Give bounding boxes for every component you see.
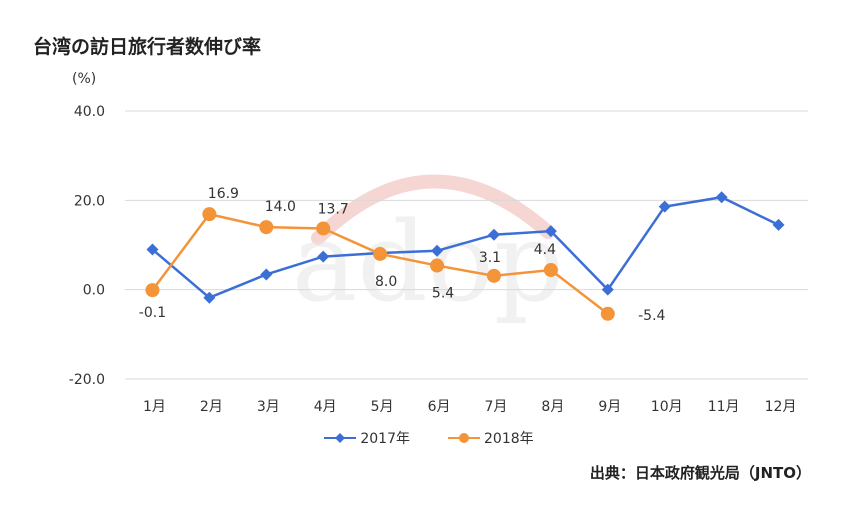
y-tick-label: -20.0 <box>69 372 105 388</box>
point-2017 <box>317 250 330 263</box>
point-2018 <box>430 258 445 273</box>
point-2018 <box>316 221 331 236</box>
point-2018 <box>202 207 217 222</box>
x-tick-label: 7月 <box>484 399 507 415</box>
point-2017 <box>487 228 500 241</box>
data-label-2018: 3.1 <box>479 250 501 266</box>
watermark-arc <box>311 174 555 245</box>
x-tick-label: 11月 <box>708 399 740 415</box>
point-2018 <box>259 220 274 235</box>
point-2017 <box>146 243 159 256</box>
watermark-text: adop <box>292 198 565 326</box>
legend-label-2017: 2017年 <box>360 431 410 447</box>
y-tick-label: 0.0 <box>83 283 105 299</box>
legend-item-2017: 2017年 <box>324 428 410 448</box>
chart-title: 台湾の訪日旅行者数伸び率 <box>33 36 262 58</box>
data-labels: -0.1 16.9 14.0 13.7 8.0 5.4 3.1 4.4 -5.4 <box>139 186 666 324</box>
circle-marker-icon <box>448 433 480 443</box>
point-2017 <box>260 268 273 281</box>
x-tick-label: 1月 <box>143 399 166 415</box>
point-2018 <box>543 263 558 278</box>
point-2018 <box>486 268 501 283</box>
data-label-2018: -5.4 <box>638 308 665 324</box>
data-label-2018: 4.4 <box>534 242 556 258</box>
data-label-2018: 5.4 <box>432 286 454 302</box>
x-tick-label: 12月 <box>765 399 797 415</box>
legend-label-2018: 2018年 <box>484 431 534 447</box>
data-label-2018: -0.1 <box>139 305 166 321</box>
data-label-2018: 8.0 <box>375 274 397 290</box>
data-label-2018: 14.0 <box>265 199 296 215</box>
point-2017 <box>431 244 444 257</box>
y-tick-label: 40.0 <box>74 104 105 120</box>
series-layer <box>145 191 785 321</box>
point-2017 <box>203 291 216 304</box>
point-2017 <box>658 200 671 213</box>
watermark-logo: adop <box>292 174 565 326</box>
x-axis-ticks: 1月 2月 3月 4月 5月 6月 7月 8月 9月 10月 11月 12月 <box>143 399 796 415</box>
point-2018 <box>600 306 615 321</box>
x-tick-label: 4月 <box>314 399 337 415</box>
series-line-2017 <box>151 195 780 300</box>
point-2017 <box>544 225 557 238</box>
gridlines <box>125 110 808 380</box>
y-axis-unit-label: (%) <box>72 71 97 87</box>
y-tick-label: 20.0 <box>74 193 105 209</box>
y-axis-ticks: -20.0 0.0 20.0 40.0 <box>69 104 105 388</box>
data-label-2018: 13.7 <box>318 201 349 217</box>
x-tick-label: 8月 <box>541 399 564 415</box>
point-2018 <box>373 246 388 261</box>
diamond-marker-icon <box>324 433 357 443</box>
legend: 2017年 2018年 <box>0 428 858 448</box>
data-label-2018: 16.9 <box>208 186 239 202</box>
point-2017 <box>772 218 785 231</box>
point-2017 <box>601 283 614 296</box>
x-tick-label: 3月 <box>257 399 280 415</box>
x-tick-label: 10月 <box>651 399 683 415</box>
x-tick-label: 5月 <box>371 399 394 415</box>
x-tick-label: 6月 <box>428 399 451 415</box>
point-2018 <box>145 283 160 298</box>
source-note: 出典：日本政府観光局（JNTO） <box>589 464 811 482</box>
point-2017 <box>715 191 728 204</box>
x-tick-label: 9月 <box>598 399 621 415</box>
legend-item-2018: 2018年 <box>448 428 534 448</box>
x-tick-label: 2月 <box>200 399 223 415</box>
